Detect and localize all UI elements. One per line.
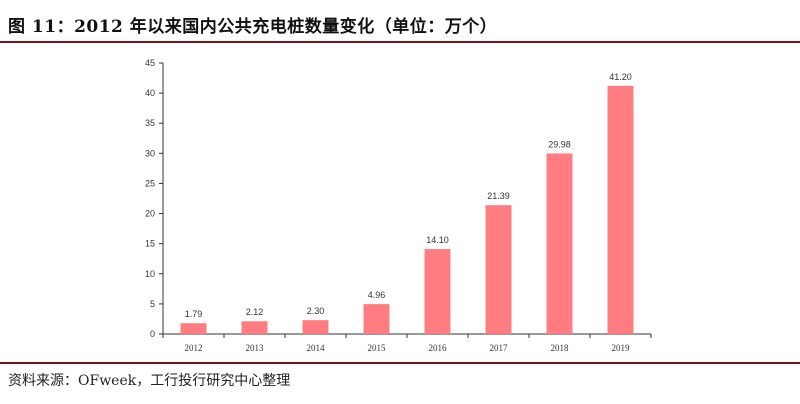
data-label-2013: 2.12 (246, 307, 264, 317)
title-divider (0, 41, 800, 43)
data-label-2019: 41.20 (609, 72, 632, 82)
y-tick-label: 20 (145, 209, 155, 219)
y-tick-label: 0 (150, 329, 155, 339)
y-tick-label: 15 (145, 239, 155, 249)
y-tick-label: 35 (145, 118, 155, 128)
bar-2019 (607, 85, 634, 334)
bar-2013 (241, 321, 268, 334)
y-tick-label: 25 (145, 178, 155, 188)
y-tick-label: 5 (150, 299, 155, 309)
bar-2014 (302, 320, 329, 334)
bar-2018 (546, 153, 573, 334)
data-label-2015: 4.96 (368, 290, 386, 300)
data-label-2012: 1.79 (185, 309, 203, 319)
bar-2016 (424, 249, 451, 334)
figure-title: 图 11：2012 年以来国内公共充电桩数量变化（单位：万个） (8, 17, 498, 37)
y-tick-label: 30 (145, 148, 155, 158)
x-tick-label: 2016 (429, 343, 448, 353)
data-label-2018: 29.98 (548, 139, 571, 149)
y-tick-label: 40 (145, 88, 155, 98)
data-label-2014: 2.30 (307, 306, 325, 316)
x-tick-label: 2014 (307, 343, 326, 353)
x-tick-label: 2015 (368, 343, 387, 353)
source-divider (0, 362, 800, 364)
bar-2017 (485, 205, 512, 334)
x-tick-label: 2013 (246, 343, 265, 353)
x-tick-label: 2018 (551, 343, 570, 353)
y-tick-label: 10 (145, 269, 155, 279)
x-tick-label: 2012 (185, 343, 203, 353)
x-tick-label: 2017 (490, 343, 509, 353)
x-tick-label: 2019 (612, 343, 631, 353)
data-label-2017: 21.39 (487, 191, 510, 201)
source-note: 资料来源：OFweek，工行投行研究中心整理 (8, 373, 291, 389)
data-label-2016: 14.10 (426, 235, 449, 245)
bar-2015 (363, 304, 390, 334)
y-tick-label: 45 (145, 58, 155, 68)
bar-2012 (180, 323, 207, 334)
